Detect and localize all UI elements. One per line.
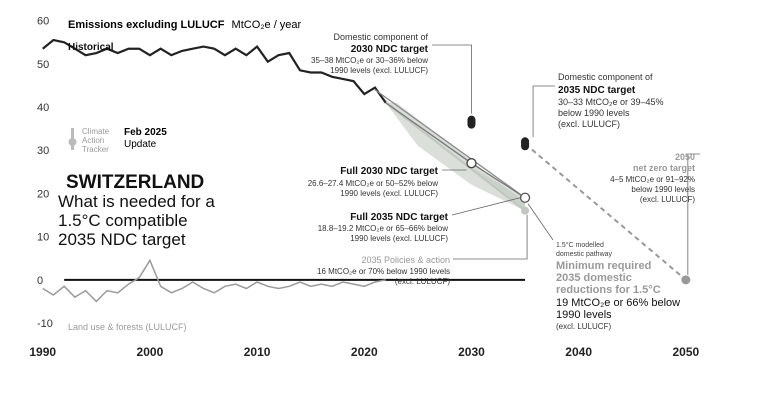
pathway-label-2: domestic pathway [556, 251, 613, 258]
annotation-leaders [432, 44, 700, 275]
target-markers [466, 115, 691, 285]
x-tick-label: 1990 [29, 345, 56, 359]
ndc2030-full-marker [466, 158, 477, 169]
y-tick-label: 30 [37, 145, 49, 157]
ndc2030-domestic-marker [467, 115, 476, 129]
leader-ndc2030-domestic [432, 44, 472, 114]
y-tick-label: 20 [37, 188, 49, 200]
ndc2030-full-detail-2: 1990 levels (excl. LULUCF) [340, 189, 438, 198]
historical-label: Historical [68, 42, 114, 53]
min-required-line-1: Minimum required [556, 260, 651, 272]
x-tick-label: 2030 [458, 345, 485, 359]
chart-title: Emissions excluding LULUCF MtCO₂e / year [68, 19, 302, 31]
net-zero-line [524, 142, 687, 281]
y-tick-label: 60 [37, 16, 49, 28]
net-zero-name: net zero target [633, 163, 695, 173]
leader-ndc2035-full [451, 197, 521, 216]
leader-pathway [527, 203, 554, 241]
logo-text-1: Climate [82, 127, 110, 136]
y-axis-ticks: 60 50 40 30 20 10 0 -10 [37, 16, 53, 330]
leader-ndc2035-domestic [532, 85, 555, 138]
leader-policies [453, 214, 528, 260]
y-tick-label: 40 [37, 102, 49, 114]
heading-line-1: What is needed for a [58, 192, 215, 211]
ndc2030-domestic-title: Domestic component of [333, 32, 428, 42]
y-tick-label: -10 [37, 318, 53, 330]
ndc2035-domestic-title: Domestic component of [558, 72, 653, 82]
policies-detail-2: (excl. LULUCF) [395, 277, 450, 286]
y-tick-label: 10 [37, 232, 49, 244]
ndc2035-domestic-name: 2035 NDC target [558, 85, 636, 96]
policies-marker [521, 206, 530, 215]
lulucf-line [42, 258, 386, 303]
ndc2035-domestic-marker [521, 137, 530, 151]
ndc2030-full-detail-1: 26.6–27.4 MtCO₂e or 50–52% below [308, 179, 439, 188]
x-tick-label: 2020 [351, 345, 378, 359]
ndc2035-domestic-detail-1: 30–33 MtCO₂e or 39–45% [558, 97, 664, 107]
historical-line [42, 38, 387, 104]
ndc2035-full-detail-2: 1990 levels (excl. LULUCF) [350, 234, 448, 243]
country-heading: SWITZERLAND [66, 172, 204, 193]
ndc2035-domestic-detail-2: below 1990 levels [558, 108, 630, 118]
update-label: Update [124, 139, 157, 150]
ndc2030-domestic-name: 2030 NDC target [351, 44, 429, 55]
chart-title-unit: MtCO₂e / year [232, 19, 302, 31]
logo-mark-bulb [68, 138, 77, 146]
pathway-label-1: 1.5°C modelled [556, 241, 604, 249]
net-zero-marker [681, 275, 691, 285]
y-tick-label: 50 [37, 59, 49, 71]
cat-logo: Climate Action Tracker [68, 127, 110, 154]
x-tick-label: 2000 [137, 345, 164, 359]
pathway-line [374, 89, 526, 199]
logo-text-2: Action [82, 136, 104, 145]
policies-detail-1: 16 MtCO₂e or 70% below 1990 levels [317, 267, 450, 276]
ndc2035-full-detail-1: 18.8–19.2 MtCO₂e or 65–66% below [318, 224, 449, 233]
ndc2035-domestic-detail-3: (excl. LULUCF) [558, 119, 620, 129]
ndc2030-full-name: Full 2030 NDC target [340, 166, 438, 177]
logo-text-3: Tracker [82, 145, 109, 154]
heading-line-2: 1.5°C compatible [58, 211, 188, 230]
min-required-line-3: reductions for 1.5°C [556, 284, 661, 296]
update-date: Feb 2025 [124, 127, 167, 138]
min-required-detail-1: 19 MtCO₂e or 66% below [556, 297, 680, 309]
min-required-detail-3: (excl. LULUCF) [556, 322, 611, 331]
net-zero-year: 2050 [675, 152, 695, 162]
policies-line [385, 101, 526, 212]
heading-line-3: 2035 NDC target [58, 230, 186, 249]
leader-net-zero [687, 153, 700, 275]
ndc2030-domestic-detail-2: 1990 levels (excl. LULUCF) [330, 66, 428, 75]
net-zero-detail-1: 4–5 MtCO₂e or 91–92% [610, 175, 695, 184]
ndc2030-domestic-detail-1: 35–38 MtCO₂e or 30–36% below [311, 56, 428, 65]
net-zero-detail-2: below 1990 levels [631, 185, 695, 194]
min-required-detail-2: 1990 levels [556, 309, 612, 321]
net-zero-detail-3: (excl. LULUCF) [640, 195, 695, 204]
x-tick-label: 2050 [672, 345, 699, 359]
ndc2035-full-marker [519, 192, 531, 203]
series-lines [42, 38, 687, 303]
chart-title-main: Emissions excluding LULUCF [68, 19, 225, 31]
x-tick-label: 2010 [244, 345, 271, 359]
policies-name: 2035 Policies & action [361, 255, 450, 265]
ndc2035-full-name: Full 2035 NDC target [350, 212, 448, 223]
min-required-line-2: 2035 domestic [556, 272, 632, 284]
y-tick-label: 0 [37, 275, 43, 287]
x-axis-ticks: 1990 2000 2010 2020 2030 2040 2050 [29, 345, 699, 359]
x-tick-label: 2040 [565, 345, 592, 359]
lulucf-label: Land use & forests (LULUCF) [68, 322, 187, 332]
